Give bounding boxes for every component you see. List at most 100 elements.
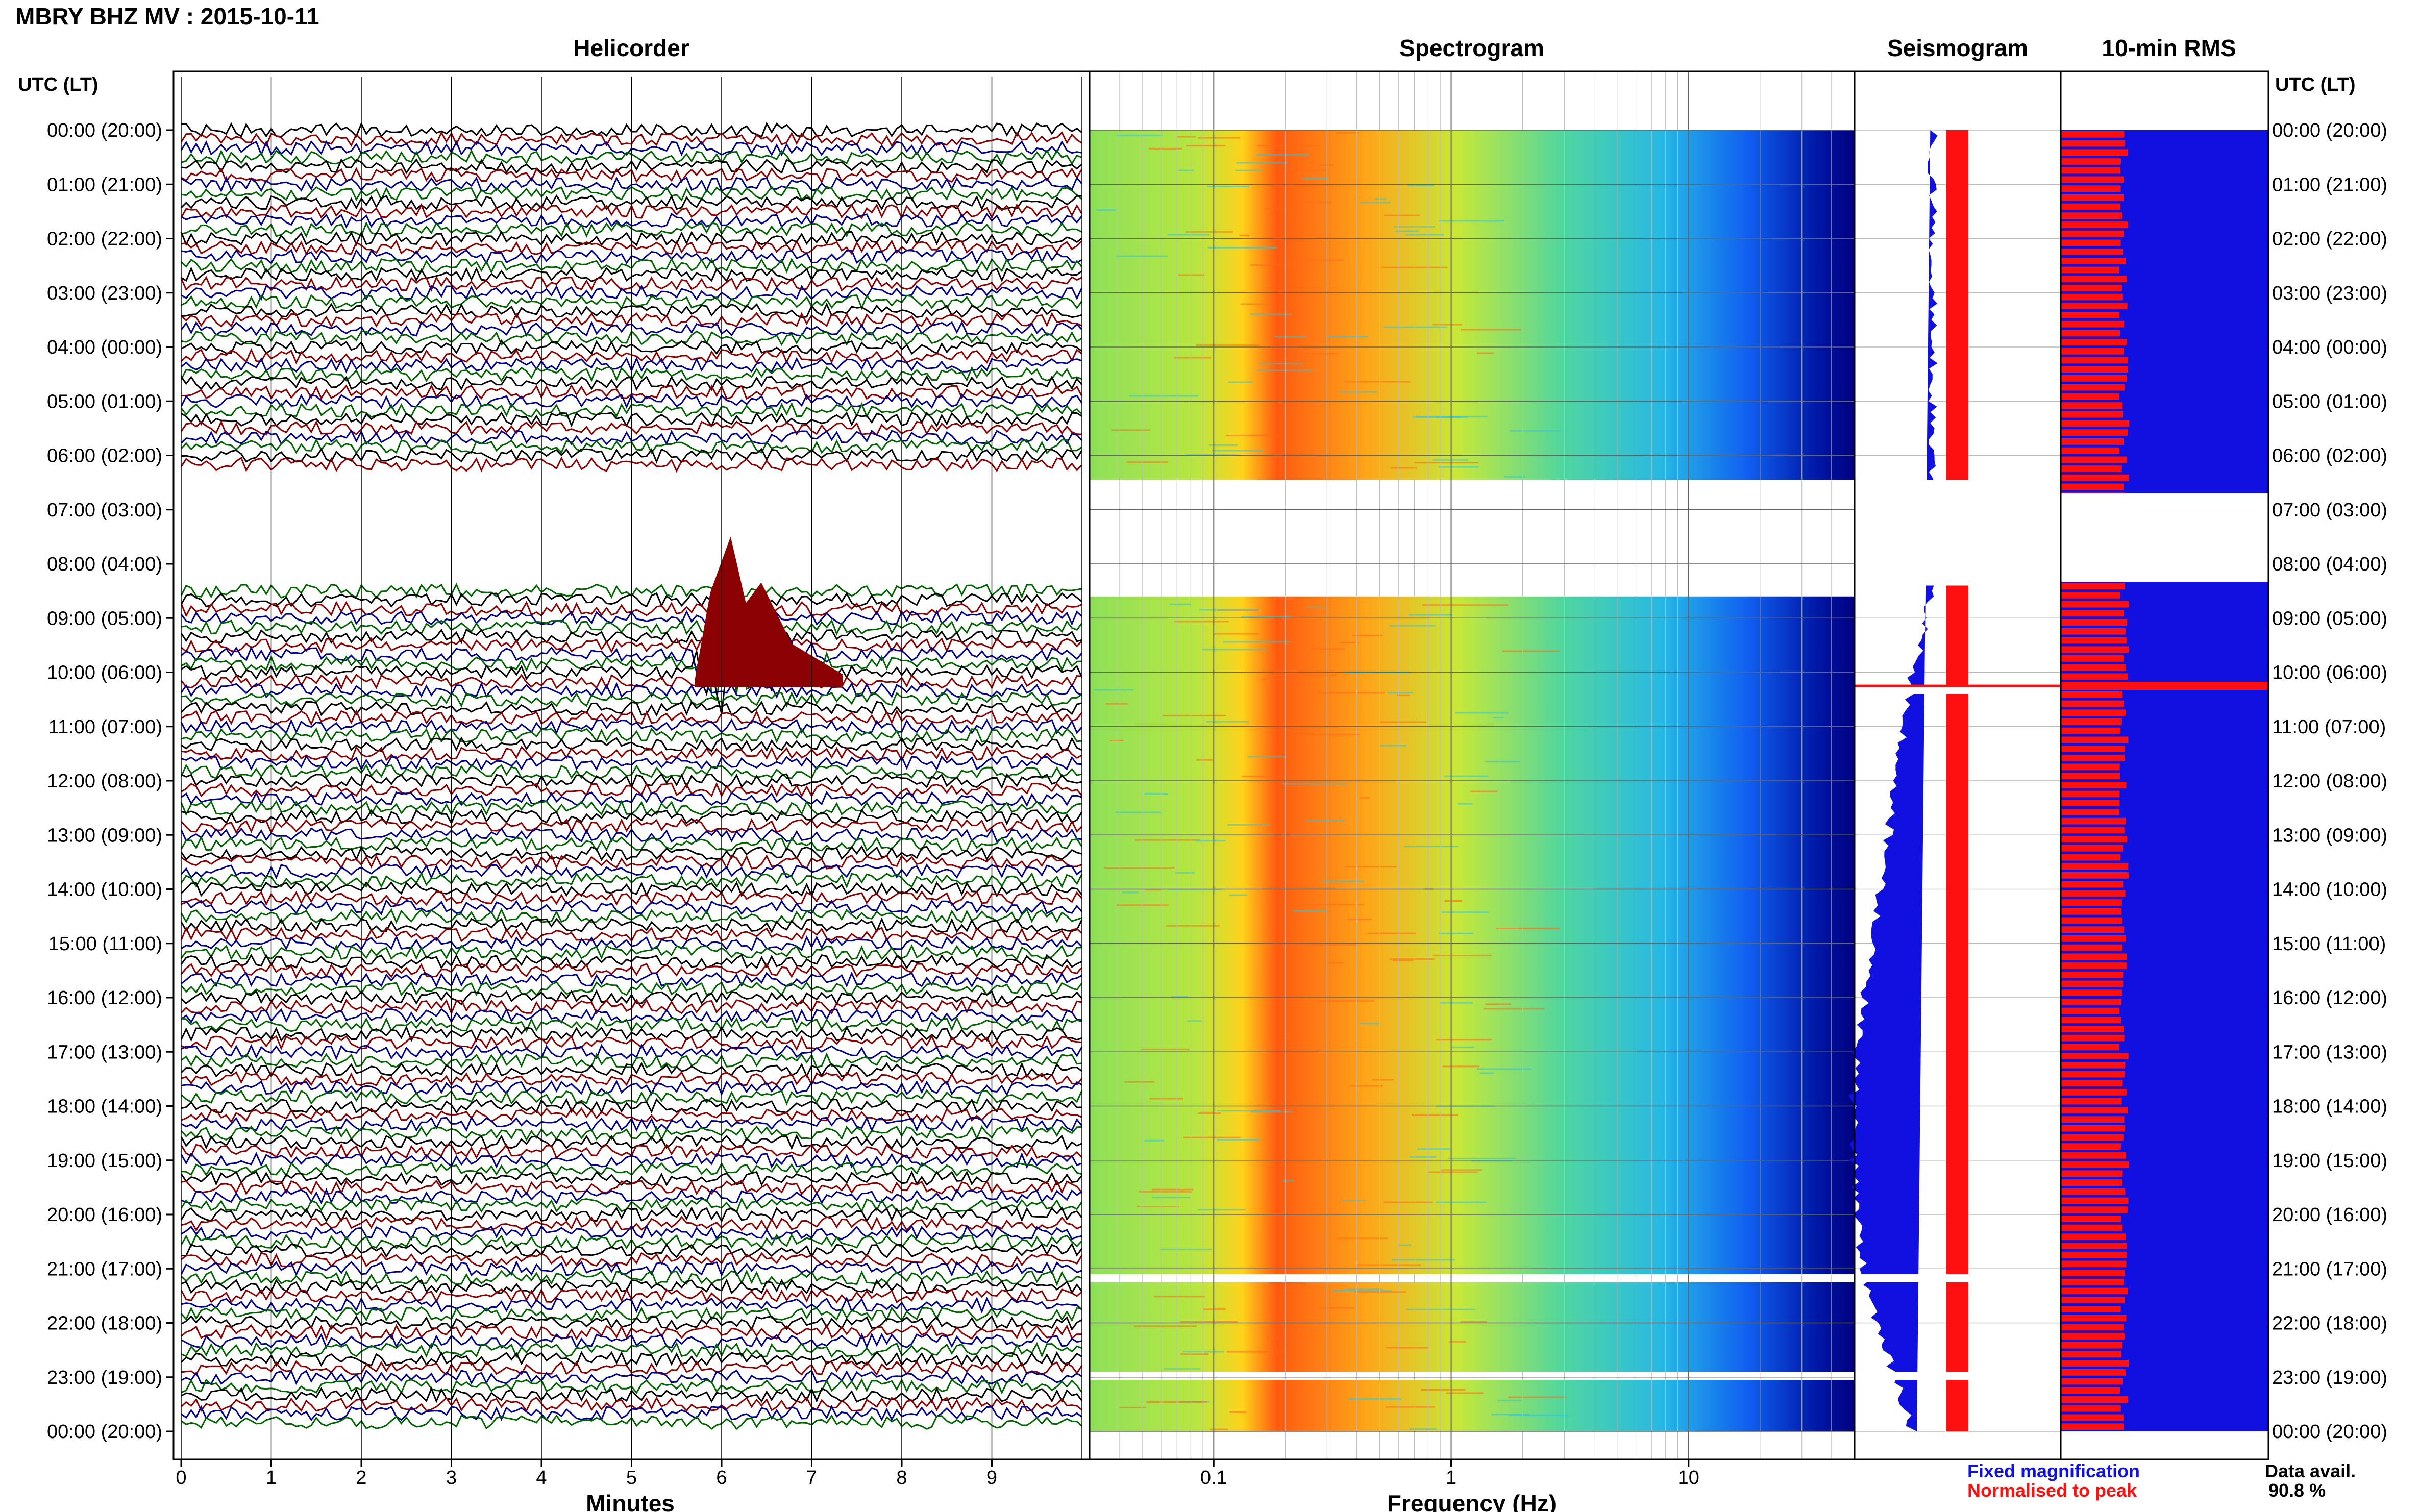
spec-noise xyxy=(1359,202,1391,204)
spec-noise xyxy=(1185,231,1233,233)
spec-noise xyxy=(1185,454,1237,456)
spec-noise xyxy=(1169,603,1192,605)
spec-noise xyxy=(1485,1003,1511,1005)
spec-noise xyxy=(1343,1288,1383,1290)
rms-bar xyxy=(2061,185,2121,192)
rms-bar xyxy=(2061,1053,2129,1059)
spec-noise xyxy=(1235,169,1263,171)
rms-bar xyxy=(2061,881,2124,888)
rms-bar xyxy=(2061,610,2124,617)
spec-noise xyxy=(1360,1023,1380,1025)
rms-bar xyxy=(2061,800,2120,807)
spec-gap xyxy=(1090,1274,1855,1282)
spec-noise xyxy=(1438,466,1479,468)
spec-noise xyxy=(1336,132,1359,134)
spec-noise xyxy=(1384,214,1420,216)
spec-noise xyxy=(1355,1264,1421,1266)
time-label-left: 12:00 (08:00) xyxy=(47,771,162,792)
rms-bar xyxy=(2061,1044,2119,1051)
rms-bar xyxy=(2061,249,2124,255)
spec-noise xyxy=(1119,1406,1146,1408)
spec-xtick-label: 10 xyxy=(1678,1467,1699,1489)
spec-noise xyxy=(1207,185,1250,187)
spec-noise xyxy=(1117,904,1169,906)
spec-noise xyxy=(1432,955,1492,957)
rms-bar xyxy=(2061,320,2125,328)
rms-bar xyxy=(2061,1315,2127,1322)
spec-noise xyxy=(1195,840,1226,842)
spec-noise xyxy=(1432,324,1463,326)
rms-bar xyxy=(2061,348,2124,355)
spec-xlabel: Frequency (Hz) xyxy=(1387,1490,1557,1512)
rms-bar xyxy=(2061,375,2128,382)
spec-noise xyxy=(1412,1114,1458,1116)
spec-noise xyxy=(1259,363,1303,365)
spec-noise xyxy=(1359,797,1370,799)
rms-fixed-bars xyxy=(2061,130,2268,1431)
rms-bar xyxy=(2061,736,2129,743)
time-label-right: 08:00 (04:00) xyxy=(2272,554,2387,575)
spec-noise xyxy=(1282,1037,1296,1039)
time-label-right: 00:00 (20:00) xyxy=(2272,1421,2387,1443)
time-label-right: 19:00 (15:00) xyxy=(2272,1150,2387,1172)
spec-noise xyxy=(1129,395,1199,397)
spec-noise xyxy=(1306,820,1346,822)
spec-noise xyxy=(1390,467,1417,469)
rms-bar xyxy=(2061,763,2120,771)
heli-xtick-label: 7 xyxy=(806,1467,817,1489)
spec-noise xyxy=(1300,259,1344,261)
rms-bar xyxy=(2061,926,2125,933)
time-label-left: 00:00 (20:00) xyxy=(47,1421,162,1443)
spec-noise xyxy=(1282,783,1348,785)
spec-noise xyxy=(1198,137,1241,139)
spec-noise xyxy=(1428,1171,1478,1173)
spec-noise xyxy=(1508,1396,1567,1398)
spec-noise xyxy=(1432,459,1468,461)
rms-bar xyxy=(2061,303,2128,310)
rms-bar xyxy=(2061,366,2128,373)
spec-noise xyxy=(1264,208,1297,210)
spec-noise xyxy=(1367,932,1416,934)
spec-noise xyxy=(1241,616,1292,618)
rms-bar xyxy=(2061,1080,2123,1087)
time-label-left: 09:00 (05:00) xyxy=(47,608,162,629)
utc-label-right: UTC (LT) xyxy=(2275,74,2356,95)
rms-bar xyxy=(2061,655,2124,662)
spec-noise xyxy=(1471,1160,1513,1162)
spec-noise xyxy=(1154,1296,1205,1298)
panel-title-spectrogram: Spectrogram xyxy=(1399,35,1544,61)
spec-noise xyxy=(1274,336,1307,338)
rms-bar xyxy=(2061,1197,2129,1204)
time-label-right: 02:00 (22:00) xyxy=(2272,229,2387,250)
spec-noise xyxy=(1210,1428,1228,1430)
rms-bar xyxy=(2061,601,2130,608)
spec-noise xyxy=(1354,1291,1406,1293)
time-label-right: 01:00 (21:00) xyxy=(2272,174,2387,195)
spec-noise xyxy=(1096,209,1116,211)
rms-bar xyxy=(2061,1378,2124,1385)
rms-bar xyxy=(2061,1270,2126,1276)
spec-noise xyxy=(1496,928,1560,930)
data-avail-label: Data avail. xyxy=(2265,1460,2356,1481)
heli-xtick-label: 9 xyxy=(986,1467,997,1489)
utc-label-left: UTC (LT) xyxy=(18,74,98,95)
spec-noise xyxy=(1293,201,1332,203)
time-label-right: 18:00 (14:00) xyxy=(2272,1096,2387,1118)
spec-noise xyxy=(1166,925,1220,927)
spec-noise xyxy=(1383,1201,1433,1203)
rms-bar xyxy=(2061,646,2129,653)
spec-noise xyxy=(1510,430,1562,432)
spec-noise xyxy=(1094,689,1134,691)
spec-noise xyxy=(1135,839,1200,841)
spec-noise xyxy=(1236,162,1288,164)
time-label-right: 16:00 (12:00) xyxy=(2272,987,2387,1009)
time-label-left: 08:00 (04:00) xyxy=(47,554,162,575)
time-label-left: 15:00 (11:00) xyxy=(48,933,162,955)
spec-noise xyxy=(1461,329,1522,331)
rms-bar xyxy=(2061,980,2124,987)
rms-bar xyxy=(2061,809,2119,815)
spec-noise xyxy=(1479,1072,1494,1074)
spec-noise xyxy=(1178,169,1194,171)
spec-noise xyxy=(1124,1081,1155,1083)
